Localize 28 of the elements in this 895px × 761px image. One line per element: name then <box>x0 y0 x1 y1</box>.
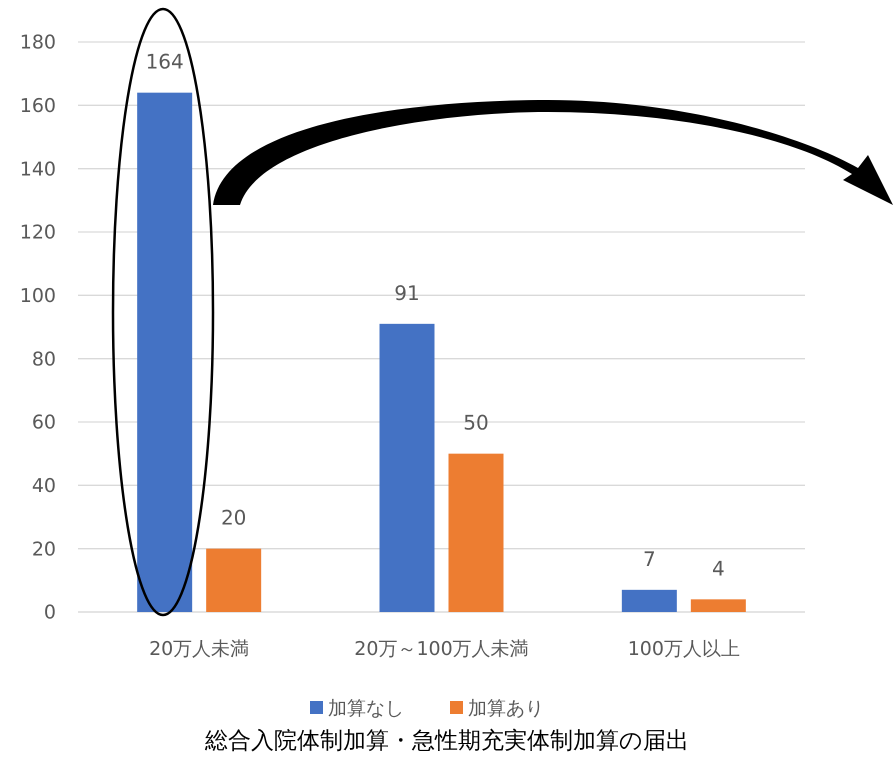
y-tick-label: 120 <box>20 222 56 244</box>
data-label: 4 <box>712 556 725 580</box>
data-label: 50 <box>463 410 489 435</box>
y-tick-label: 60 <box>32 412 56 434</box>
x-tick-label: 20万人未満 <box>149 638 250 660</box>
legend-label: 加算なし <box>328 698 404 720</box>
y-tick-label: 140 <box>20 158 56 180</box>
text: 総合入院体制加算・急性期充実体制加算の届出 <box>204 728 689 754</box>
x-tick-label: 20万～100万人未満 <box>354 638 529 660</box>
data-label: 164 <box>146 50 184 74</box>
y-tick-label: 180 <box>20 32 56 54</box>
y-tick-label: 40 <box>32 474 56 497</box>
y-tick-label: 0 <box>44 602 56 624</box>
y-tick-label: 160 <box>20 94 56 117</box>
data-label: 91 <box>394 280 420 305</box>
y-tick-label: 80 <box>32 348 56 370</box>
bar <box>690 599 746 612</box>
bar <box>448 454 504 612</box>
y-tick-label: 20 <box>32 538 56 560</box>
bar <box>622 590 677 612</box>
data-label: 7 <box>642 546 656 571</box>
bar <box>137 92 192 612</box>
data-label: 20 <box>220 506 246 530</box>
bar <box>380 324 434 612</box>
x-tick-label: 100万人以上 <box>628 638 740 660</box>
bar <box>206 548 262 612</box>
legend-label: 加算あり <box>468 698 544 720</box>
y-tick-label: 100 <box>20 284 56 307</box>
